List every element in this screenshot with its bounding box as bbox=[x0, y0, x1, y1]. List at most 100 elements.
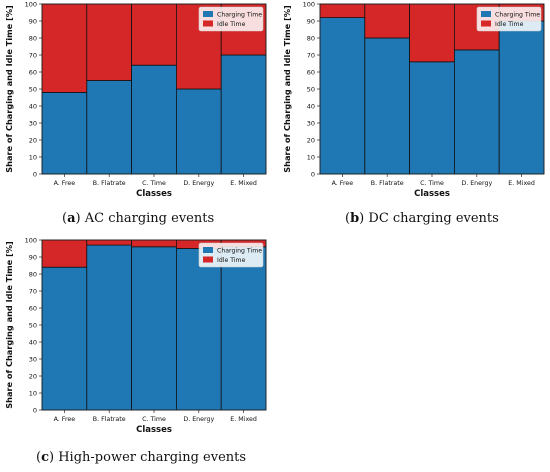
chart-a-xtick-label-0: A. Free bbox=[54, 180, 76, 187]
chart-b-xtick-label-4: E. Mixed bbox=[508, 180, 535, 187]
chart-b: 0 10 20 30 40 50 60 70 80 90 100 A. Free B. Flatrate… bbox=[282, 1, 545, 199]
chart-b-ytick-label-3: 30 bbox=[307, 120, 315, 128]
chart-a-ytick-label-7: 70 bbox=[29, 52, 37, 60]
chart-b-ytick-label-6: 60 bbox=[307, 69, 315, 77]
chart-b-bar-charging-time-3 bbox=[453, 49, 500, 175]
chart-c-xtick-label-2: C. Time bbox=[142, 416, 166, 423]
chart-c-ytick-label-6: 60 bbox=[29, 305, 37, 313]
chart-b-legend-swatch-0 bbox=[481, 11, 491, 17]
chart-c-legend-label-0: Charging Time bbox=[217, 248, 262, 255]
chart-c-ytick-label-2: 20 bbox=[29, 373, 37, 381]
chart-c: 0 10 20 30 40 50 60 70 80 90 100 A. Free B. Flatrate… bbox=[4, 237, 267, 435]
chart-c-bar-charging-time-3 bbox=[175, 248, 222, 411]
chart-c-legend-label-1: Idle Time bbox=[217, 257, 246, 264]
chart-a-bar-charging-time-4 bbox=[220, 54, 267, 175]
chart-b-ytick-label-0: 0 bbox=[311, 171, 315, 179]
chart-b-xtick-label-1: B. Flatrate bbox=[371, 180, 404, 187]
chart-a-bar-idle-time-2 bbox=[131, 3, 177, 66]
chart-a-bar-charging-time-2 bbox=[131, 64, 177, 175]
caption-b-letter: b bbox=[350, 211, 360, 226]
chart-a-ylabel: Share of Charging and Idle Time [%] bbox=[4, 5, 14, 173]
chart-c-legend-swatch-1 bbox=[203, 256, 213, 263]
chart-b-ytick-label-2: 20 bbox=[307, 137, 315, 145]
chart-c-ytick-label-4: 40 bbox=[29, 339, 37, 347]
chart-b-ytick-label-1: 10 bbox=[307, 154, 315, 162]
chart-a-ytick-label-9: 90 bbox=[29, 18, 37, 26]
chart-b-bar-charging-time-0 bbox=[319, 17, 366, 175]
chart-c-bar-idle-time-0 bbox=[41, 239, 88, 268]
caption-c-letter: c bbox=[41, 450, 49, 465]
chart-b-ytick-label-10: 100 bbox=[303, 1, 315, 9]
chart-b-ytick-label-5: 50 bbox=[307, 86, 315, 94]
chart-a-ytick-label-2: 20 bbox=[29, 137, 37, 145]
chart-c-bar-charging-time-2 bbox=[131, 246, 177, 411]
chart-c-xtick-label-1: B. Flatrate bbox=[93, 416, 126, 423]
chart-a-bar-charging-time-1 bbox=[86, 80, 133, 175]
chart-c-ytick-label-9: 90 bbox=[29, 254, 37, 262]
chart-b-xtick-label-0: A. Free bbox=[332, 180, 354, 187]
chart-c-ytick-label-8: 80 bbox=[29, 271, 37, 279]
chart-b-xlabel: Classes bbox=[414, 189, 450, 199]
caption-c: (c) High-power charging events bbox=[36, 450, 247, 465]
chart-c-bar-idle-time-2 bbox=[131, 239, 177, 248]
chart-b-ytick-label-9: 90 bbox=[307, 18, 315, 26]
chart-a-bar-idle-time-0 bbox=[41, 3, 88, 93]
chart-b-ytick-label-8: 80 bbox=[307, 35, 315, 43]
chart-a-legend-label-0: Charging Time bbox=[217, 12, 262, 19]
chart-a-legend-label-1: Idle Time bbox=[217, 21, 246, 28]
chart-b-ytick-label-4: 40 bbox=[307, 103, 315, 111]
caption-b: (b) DC charging events bbox=[345, 211, 499, 226]
chart-b-bar-idle-time-0 bbox=[319, 3, 366, 18]
chart-b-ylabel: Share of Charging and Idle Time [%] bbox=[282, 5, 292, 173]
chart-panel-b: 0 10 20 30 40 50 60 70 80 90 100 A. Free B. Flatrate… bbox=[278, 0, 550, 210]
chart-b-bar-idle-time-2 bbox=[409, 3, 455, 63]
chart-b-bar-charging-time-4 bbox=[498, 20, 545, 175]
chart-a-ytick-label-10: 100 bbox=[25, 1, 37, 9]
chart-a-legend-swatch-0 bbox=[203, 11, 213, 17]
chart-c-xtick-label-3: D. Energy bbox=[183, 416, 214, 423]
chart-c-ytick-label-5: 50 bbox=[29, 322, 37, 330]
caption-c-text: High-power charging events bbox=[58, 450, 247, 465]
chart-c-xtick-label-4: E. Mixed bbox=[230, 416, 257, 423]
chart-a-ytick-label-3: 30 bbox=[29, 120, 37, 128]
chart-a-ytick-label-0: 0 bbox=[33, 171, 37, 179]
caption-a-text: AC charging events bbox=[84, 211, 215, 226]
chart-c-ytick-label-0: 0 bbox=[33, 407, 37, 415]
chart-a-xtick-label-1: B. Flatrate bbox=[93, 180, 126, 187]
chart-b-xtick-label-3: D. Energy bbox=[461, 180, 492, 187]
chart-panel-c: 0 10 20 30 40 50 60 70 80 90 100 A. Free B. Flatrate… bbox=[0, 236, 272, 446]
chart-panel-a: 0 10 20 30 40 50 60 70 80 90 100 A. Free B. Flatrate… bbox=[0, 0, 272, 210]
chart-a-ytick-label-6: 60 bbox=[29, 69, 37, 77]
chart-a-xtick-label-2: C. Time bbox=[142, 180, 166, 187]
chart-b-xtick-label-2: C. Time bbox=[420, 180, 444, 187]
chart-b-legend-swatch-1 bbox=[481, 20, 491, 27]
chart-c-ytick-label-3: 30 bbox=[29, 356, 37, 364]
caption-b-text: DC charging events bbox=[368, 211, 499, 226]
chart-a-xlabel: Classes bbox=[136, 189, 172, 199]
chart-b-bar-charging-time-2 bbox=[409, 61, 455, 175]
chart-c-bar-charging-time-0 bbox=[41, 266, 88, 411]
chart-a-xtick-label-3: D. Energy bbox=[183, 180, 214, 187]
chart-a-ytick-label-1: 10 bbox=[29, 154, 37, 162]
chart-a: 0 10 20 30 40 50 60 70 80 90 100 A. Free B. Flatrate… bbox=[4, 1, 267, 199]
chart-a-xtick-label-4: E. Mixed bbox=[230, 180, 257, 187]
caption-a: (a) AC charging events bbox=[62, 211, 215, 226]
chart-b-bar-idle-time-1 bbox=[364, 3, 411, 39]
chart-c-legend bbox=[198, 242, 264, 268]
chart-a-bar-charging-time-3 bbox=[175, 88, 222, 175]
chart-a-ytick-label-4: 40 bbox=[29, 103, 37, 111]
chart-c-bar-charging-time-1 bbox=[86, 244, 133, 411]
chart-c-legend-swatch-0 bbox=[203, 247, 213, 253]
chart-c-ylabel: Share of Charging and Idle Time [%] bbox=[4, 241, 14, 409]
chart-c-xtick-label-0: A. Free bbox=[54, 416, 76, 423]
chart-c-bar-charging-time-4 bbox=[220, 246, 267, 411]
chart-b-bar-charging-time-1 bbox=[364, 37, 411, 175]
chart-a-bar-charging-time-0 bbox=[41, 92, 88, 175]
chart-b-legend-label-1: Idle Time bbox=[495, 21, 524, 28]
chart-b-legend-label-0: Charging Time bbox=[495, 12, 540, 19]
chart-a-legend bbox=[198, 6, 264, 32]
chart-b-legend bbox=[476, 6, 542, 32]
chart-a-ytick-label-8: 80 bbox=[29, 35, 37, 43]
chart-c-xlabel: Classes bbox=[136, 425, 172, 435]
caption-a-letter: a bbox=[67, 211, 76, 226]
